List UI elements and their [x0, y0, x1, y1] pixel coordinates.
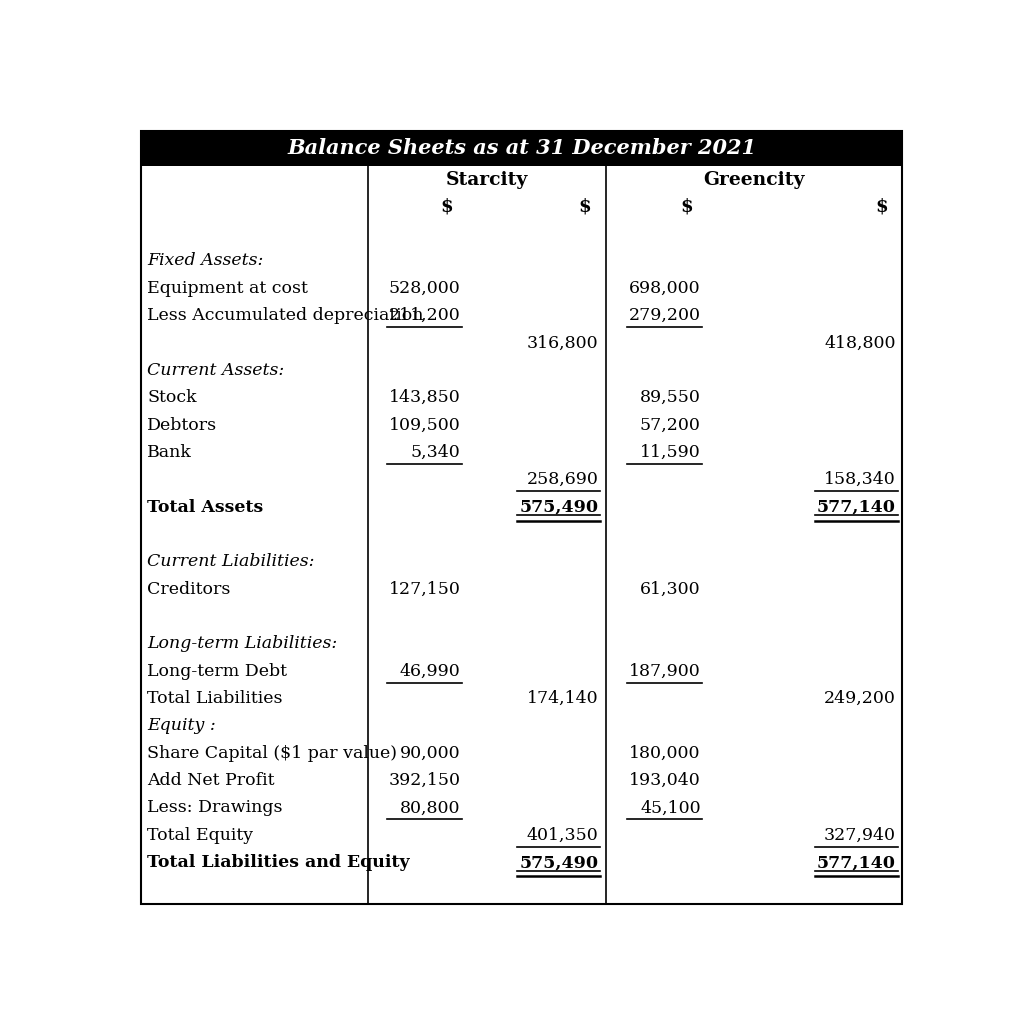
Text: 80,800: 80,800 [400, 800, 460, 816]
Text: Long-term Liabilities:: Long-term Liabilities: [148, 635, 338, 652]
Text: 316,800: 316,800 [527, 335, 599, 351]
Text: 5,340: 5,340 [410, 443, 460, 461]
Text: Add Net Profit: Add Net Profit [148, 772, 275, 790]
Text: $: $ [875, 198, 889, 216]
Text: 577,140: 577,140 [817, 854, 896, 871]
Text: Share Capital ($1 par value): Share Capital ($1 par value) [148, 744, 397, 762]
Text: 109,500: 109,500 [389, 417, 460, 433]
Text: 392,150: 392,150 [389, 772, 460, 790]
Text: 401,350: 401,350 [526, 826, 599, 844]
Text: Fixed Assets:: Fixed Assets: [148, 253, 264, 269]
Text: Creditors: Creditors [148, 581, 231, 598]
Text: 211,200: 211,200 [389, 307, 460, 325]
Text: $: $ [440, 198, 453, 216]
Text: Starcity: Starcity [446, 171, 528, 188]
Text: 258,690: 258,690 [526, 471, 599, 488]
Text: 46,990: 46,990 [400, 663, 460, 680]
Text: Total Equity: Total Equity [148, 826, 253, 844]
Text: 57,200: 57,200 [640, 417, 700, 433]
Text: 127,150: 127,150 [389, 581, 460, 598]
Text: 89,550: 89,550 [640, 389, 700, 407]
Text: 418,800: 418,800 [825, 335, 896, 351]
Text: Stock: Stock [148, 389, 197, 407]
Text: Equipment at cost: Equipment at cost [148, 280, 308, 297]
Text: Less: Drawings: Less: Drawings [148, 800, 283, 816]
Text: 45,100: 45,100 [640, 800, 700, 816]
Text: $: $ [578, 198, 590, 216]
Text: 327,940: 327,940 [824, 826, 896, 844]
Text: Greencity: Greencity [703, 171, 805, 188]
Text: 180,000: 180,000 [629, 744, 700, 762]
Text: 279,200: 279,200 [629, 307, 700, 325]
Text: Debtors: Debtors [148, 417, 218, 433]
Text: Total Liabilities and Equity: Total Liabilities and Equity [148, 854, 410, 871]
Text: Balance Sheets as at 31 December 2021: Balance Sheets as at 31 December 2021 [287, 138, 756, 159]
Text: 193,040: 193,040 [629, 772, 700, 790]
Text: 577,140: 577,140 [817, 499, 896, 515]
Text: 575,490: 575,490 [519, 499, 599, 515]
Text: 143,850: 143,850 [389, 389, 460, 407]
Text: 575,490: 575,490 [519, 854, 599, 871]
Text: Less Accumulated depreciation: Less Accumulated depreciation [148, 307, 423, 325]
Text: Current Liabilities:: Current Liabilities: [148, 553, 315, 570]
Text: 528,000: 528,000 [389, 280, 460, 297]
Text: 61,300: 61,300 [640, 581, 700, 598]
Text: Total Liabilities: Total Liabilities [148, 690, 283, 707]
Text: $: $ [680, 198, 693, 216]
Text: Total Assets: Total Assets [148, 499, 264, 515]
Text: 158,340: 158,340 [825, 471, 896, 488]
Bar [142, 131, 902, 166]
Text: 187,900: 187,900 [629, 663, 700, 680]
Text: 11,590: 11,590 [640, 443, 700, 461]
Text: Equity :: Equity : [148, 718, 216, 734]
Text: Bank: Bank [148, 443, 192, 461]
Text: Long-term Debt: Long-term Debt [148, 663, 287, 680]
Text: 698,000: 698,000 [629, 280, 700, 297]
Text: Current Assets:: Current Assets: [148, 361, 285, 379]
Text: 174,140: 174,140 [527, 690, 599, 707]
Text: 90,000: 90,000 [400, 744, 460, 762]
Text: 249,200: 249,200 [825, 690, 896, 707]
